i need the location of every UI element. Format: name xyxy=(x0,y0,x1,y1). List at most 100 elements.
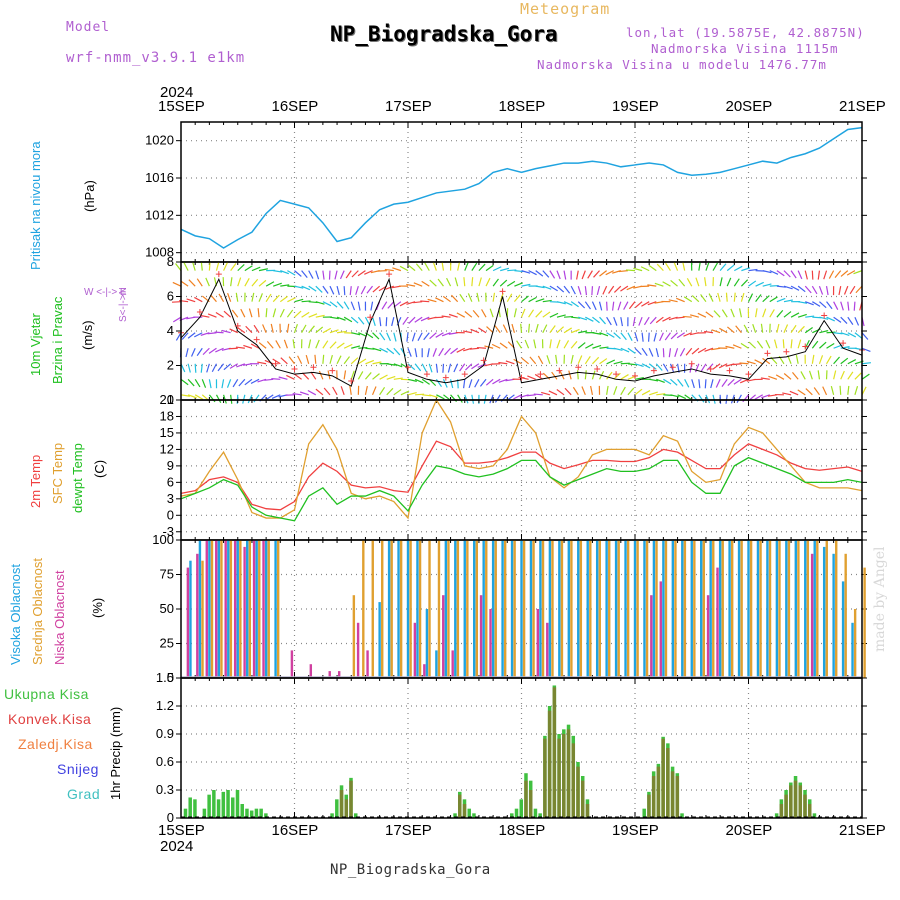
cloud-bar xyxy=(406,540,410,678)
wind-arrow xyxy=(705,261,710,271)
wind-arrow xyxy=(817,370,821,380)
wind-arrow xyxy=(683,332,692,337)
wind-arrow xyxy=(833,370,837,380)
wind-arrow xyxy=(442,379,448,388)
wind-arrow xyxy=(258,293,263,302)
wind-arrow xyxy=(591,301,597,311)
wind-arrow xyxy=(336,355,342,365)
wind-arrow xyxy=(217,363,225,372)
wind-arrow xyxy=(513,308,517,318)
cloud-bar xyxy=(749,540,753,678)
cloud-bar xyxy=(337,671,341,678)
wind-arrow xyxy=(762,357,771,365)
bottom-date-19sep: 19SEP xyxy=(612,822,659,839)
wind-gust-mark xyxy=(461,371,468,378)
cloud-bar xyxy=(863,567,866,678)
wind-arrow xyxy=(365,347,375,350)
cloud-bar xyxy=(617,540,620,678)
wind-arrow xyxy=(329,341,337,349)
wind-arrow xyxy=(226,379,232,388)
wind-arrow xyxy=(322,354,325,364)
wind-arrow xyxy=(606,371,613,380)
temp-line-dewpt-temp xyxy=(180,456,863,522)
precip-bar-total xyxy=(510,813,514,818)
cloud-bar xyxy=(589,540,592,678)
wind-arrow xyxy=(549,312,559,318)
wind-arrow xyxy=(357,270,366,277)
wind-arrow xyxy=(570,328,580,334)
wind-arrow xyxy=(200,261,203,271)
wind-arrow xyxy=(322,340,329,349)
temp-line-sfc-temp xyxy=(180,398,863,520)
precip-bar-conv xyxy=(543,738,547,818)
wind-arrow xyxy=(429,332,437,340)
wind-arrow xyxy=(297,355,303,365)
wind-arrow xyxy=(826,316,835,322)
wind-arrow xyxy=(534,373,544,380)
cloud-bar xyxy=(730,540,734,678)
precip-bar-conv xyxy=(528,790,533,818)
wind-arrow xyxy=(570,354,574,364)
ytick-label: 75 xyxy=(160,567,174,582)
wind-arrow xyxy=(194,394,204,400)
precip-bar-total xyxy=(231,797,235,818)
wind-arrow xyxy=(264,359,274,365)
wind-arrow xyxy=(172,281,182,287)
cloud-bar xyxy=(718,540,722,678)
wind-arrow xyxy=(627,387,635,396)
wind-arrow xyxy=(599,358,608,365)
wind-arrow xyxy=(442,363,445,373)
ytick-label: 21 xyxy=(160,392,174,407)
cloud-bar xyxy=(489,609,492,678)
wind-arrow xyxy=(563,285,571,294)
ytick-label: 1012 xyxy=(145,207,174,222)
wind-arrow xyxy=(471,363,480,370)
wind-arrow xyxy=(200,363,203,373)
wind-arrow xyxy=(435,378,443,388)
cloud-bar xyxy=(262,540,265,678)
wind-arrow xyxy=(840,270,849,277)
wind-arrow xyxy=(210,294,217,303)
wind-arrow xyxy=(747,293,754,302)
wind-arrow xyxy=(215,311,224,318)
wind-arrow xyxy=(485,277,491,287)
wind-arrow xyxy=(280,357,288,365)
wind-arrow xyxy=(551,371,558,380)
precip-bar-conv xyxy=(798,785,803,818)
page-title: NP_Biogradska_Gora xyxy=(330,22,558,46)
wind-arrow xyxy=(535,323,539,333)
wind-arrow xyxy=(476,292,480,302)
ytick-label: 50 xyxy=(160,601,174,616)
wind-arrow xyxy=(349,385,352,395)
cloud-bar xyxy=(210,540,214,678)
cloud-bar xyxy=(690,540,693,678)
wind-arrow xyxy=(765,339,771,349)
wind-arrow xyxy=(705,394,711,404)
wind-arrow xyxy=(627,363,637,366)
wind-arrow xyxy=(450,294,459,303)
wind-arrow xyxy=(471,262,478,271)
wind-arrow xyxy=(626,285,636,291)
wind-arrow xyxy=(679,347,686,357)
cloud-bar xyxy=(239,540,242,678)
wind-arrow xyxy=(235,292,239,302)
cloud-bar xyxy=(645,540,649,678)
wind-arrow xyxy=(627,347,636,354)
wind-arrow xyxy=(659,332,664,342)
wind-arrow xyxy=(429,279,437,287)
wind-arrow xyxy=(592,356,600,365)
cloud-bar xyxy=(233,540,237,678)
wind-arrow xyxy=(590,385,594,395)
wind-arrow xyxy=(662,281,671,287)
wind-gust-mark xyxy=(329,367,336,374)
wind-gust-mark xyxy=(518,374,525,381)
wind-gust-mark xyxy=(348,378,355,385)
cloud-bar xyxy=(737,540,741,678)
wind-arrow xyxy=(599,346,609,349)
wind-arrow xyxy=(208,261,211,271)
cloud-bar xyxy=(473,540,476,678)
footer-station: NP_Biogradska_Gora xyxy=(330,862,491,878)
wind-arrow xyxy=(790,270,797,279)
wind-arrow xyxy=(379,386,386,396)
wind-arrow xyxy=(483,394,487,404)
